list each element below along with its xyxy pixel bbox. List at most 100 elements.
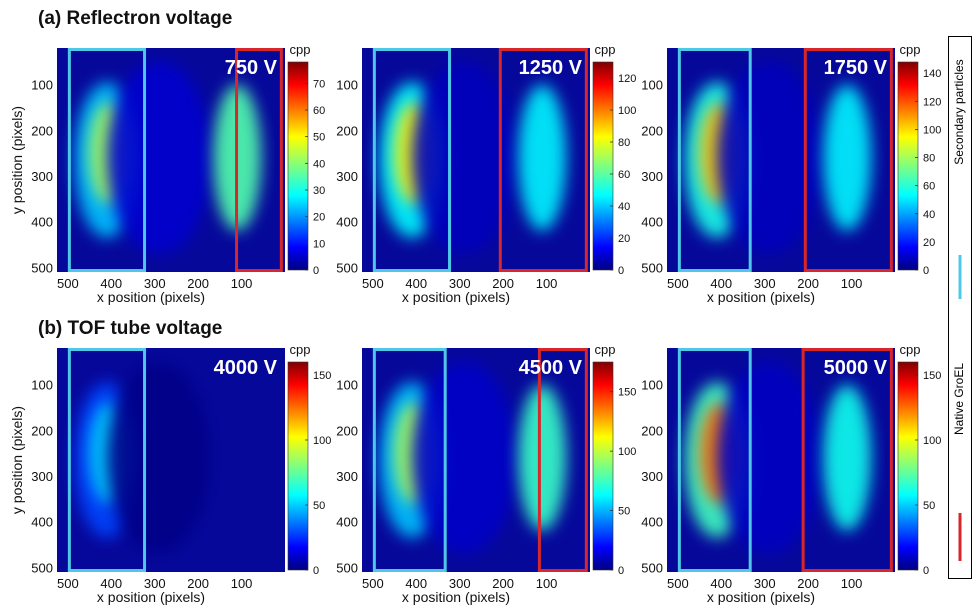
colorbar-tick-label: 50 (313, 500, 325, 512)
intensity-blob (106, 361, 212, 554)
colorbar-tick-label: 40 (618, 201, 630, 213)
colorbar-tick-label: 40 (313, 158, 325, 170)
colorbar-tick-label: 70 (313, 78, 325, 90)
colorbar-tick-label: 100 (923, 435, 941, 447)
intensity-blob (716, 361, 822, 554)
y-tick-label: 500 (641, 560, 663, 575)
y-tick-label: 300 (336, 469, 358, 484)
x-tick-label: 500 (667, 276, 689, 291)
x-tick-label: 300 (754, 576, 776, 591)
colorbar (592, 361, 614, 571)
colorbar-tick-label: 150 (618, 387, 636, 399)
colorbar-tick-label: 0 (313, 565, 319, 577)
colorbar-tick-label: 60 (618, 169, 630, 181)
x-tick-label: 400 (405, 576, 427, 591)
y-tick-label: 500 (336, 260, 358, 275)
y-tick-label: 400 (336, 215, 358, 230)
native-region-box (498, 48, 588, 272)
panel-voltage-label: 5000 V (824, 357, 888, 379)
colorbar-tick-label: 50 (313, 132, 325, 144)
y-tick-label: 400 (31, 215, 53, 230)
y-axis-label: y position (pixels) (9, 106, 25, 214)
colorbar (897, 61, 919, 271)
y-tick-label: 100 (641, 78, 663, 93)
colorbar-tick-label: 20 (923, 237, 935, 249)
y-tick-label: 200 (31, 423, 53, 438)
y-tick-label: 500 (31, 260, 53, 275)
x-tick-label: 500 (362, 276, 384, 291)
colorbar-tick-label: 100 (618, 446, 636, 458)
x-axis-label: x position (pixels) (707, 589, 815, 605)
y-tick-label: 200 (641, 423, 663, 438)
intensity-blob (106, 61, 212, 254)
x-axis-label: x position (pixels) (97, 589, 205, 605)
colorbar-tick-label: 0 (923, 565, 929, 577)
y-tick-label: 300 (641, 469, 663, 484)
colorbar-tick-label: 0 (313, 265, 319, 277)
colorbar-tick-label: 120 (923, 96, 941, 108)
x-tick-label: 300 (449, 276, 471, 291)
section-a-title: (a) Reflectron voltage (38, 8, 233, 29)
colorbar-tick-label: 10 (313, 238, 325, 250)
colorbar-tick-label: 100 (618, 105, 636, 117)
y-tick-label: 200 (336, 423, 358, 438)
y-axis-label: y position (pixels) (9, 406, 25, 514)
x-tick-label: 500 (57, 576, 79, 591)
colorbar-label: cpp (900, 42, 921, 57)
y-tick-label: 300 (336, 169, 358, 184)
y-tick-label: 500 (641, 260, 663, 275)
y-tick-label: 500 (31, 560, 53, 575)
x-tick-label: 400 (405, 276, 427, 291)
x-tick-label: 300 (144, 276, 166, 291)
secondary-region-box (67, 348, 147, 572)
y-tick-label: 200 (31, 123, 53, 138)
colorbar-tick-label: 0 (923, 265, 929, 277)
x-tick-label: 200 (492, 276, 514, 291)
native-region-box (803, 48, 893, 272)
x-tick-label: 300 (144, 576, 166, 591)
x-tick-label: 100 (536, 576, 558, 591)
colorbar-tick-label: 20 (618, 233, 630, 245)
y-tick-label: 200 (336, 123, 358, 138)
x-tick-label: 200 (492, 576, 514, 591)
y-tick-label: 200 (641, 123, 663, 138)
y-tick-label: 100 (336, 78, 358, 93)
y-tick-label: 100 (641, 378, 663, 393)
colorbar-tick-label: 0 (618, 565, 624, 577)
legend-native-label: Native GroEL (952, 362, 966, 436)
panel-voltage-label: 4000 V (214, 357, 278, 379)
colorbar-tick-label: 40 (923, 209, 935, 221)
x-tick-label: 500 (362, 576, 384, 591)
colorbar-tick-label: 60 (923, 181, 935, 193)
x-tick-label: 200 (187, 576, 209, 591)
y-tick-label: 100 (31, 378, 53, 393)
x-tick-label: 400 (710, 576, 732, 591)
colorbar-label: cpp (595, 42, 616, 57)
x-axis-label: x position (pixels) (402, 589, 510, 605)
y-tick-label: 300 (31, 169, 53, 184)
y-tick-label: 400 (31, 515, 53, 530)
y-tick-label: 100 (31, 78, 53, 93)
x-tick-label: 500 (57, 276, 79, 291)
heatmap-panel: 5000 V 500 400 300 200 100 x position (pixels)… (641, 342, 941, 605)
x-axis-label: x position (pixels) (402, 289, 510, 305)
x-tick-label: 300 (449, 576, 471, 591)
intensity-blob (411, 61, 517, 254)
y-tick-label: 100 (336, 378, 358, 393)
x-tick-label: 100 (841, 276, 863, 291)
colorbar-tick-label: 80 (923, 153, 935, 165)
colorbar (897, 361, 919, 571)
x-tick-label: 200 (797, 576, 819, 591)
y-tick-label: 400 (336, 515, 358, 530)
intensity-blob (823, 384, 872, 531)
x-tick-label: 400 (710, 276, 732, 291)
colorbar-tick-label: 0 (618, 265, 624, 277)
x-axis-label: x position (pixels) (707, 289, 815, 305)
native-region-box (537, 348, 588, 572)
x-tick-label: 100 (536, 276, 558, 291)
x-tick-label: 200 (187, 276, 209, 291)
